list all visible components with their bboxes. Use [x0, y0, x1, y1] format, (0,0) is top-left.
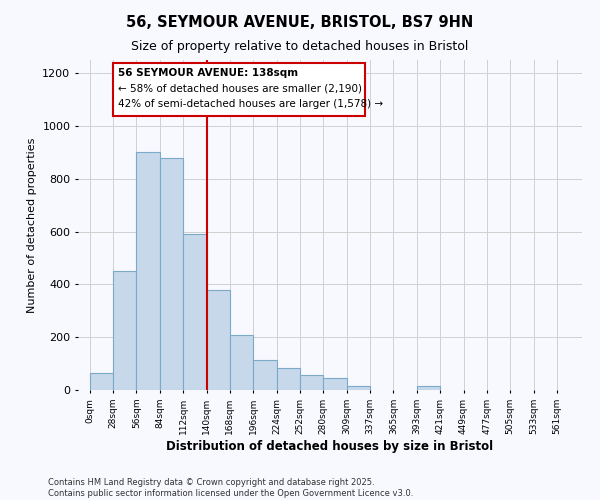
Text: ← 58% of detached houses are smaller (2,190): ← 58% of detached houses are smaller (2,… [118, 84, 362, 94]
Bar [347, 386, 370, 390]
Bar [230, 334, 253, 390]
Bar [277, 368, 300, 390]
Bar [183, 234, 206, 390]
X-axis label: Distribution of detached houses by size in Bristol: Distribution of detached houses by size … [166, 440, 494, 452]
Text: 42% of semi-detached houses are larger (1,578) →: 42% of semi-detached houses are larger (… [118, 99, 383, 109]
Y-axis label: Number of detached properties: Number of detached properties [26, 138, 37, 312]
Bar [160, 158, 183, 390]
Bar [300, 376, 323, 390]
Text: 56, SEYMOUR AVENUE, BRISTOL, BS7 9HN: 56, SEYMOUR AVENUE, BRISTOL, BS7 9HN [127, 15, 473, 30]
Text: Size of property relative to detached houses in Bristol: Size of property relative to detached ho… [131, 40, 469, 53]
Bar [253, 360, 277, 390]
Text: 56 SEYMOUR AVENUE: 138sqm: 56 SEYMOUR AVENUE: 138sqm [118, 68, 298, 78]
Text: Contains HM Land Registry data © Crown copyright and database right 2025.
Contai: Contains HM Land Registry data © Crown c… [48, 478, 413, 498]
Bar [89, 373, 113, 390]
Bar [206, 290, 230, 390]
Bar [136, 152, 160, 390]
Bar [323, 378, 347, 390]
FancyBboxPatch shape [113, 63, 365, 116]
Bar [113, 271, 136, 390]
Bar [417, 386, 440, 390]
